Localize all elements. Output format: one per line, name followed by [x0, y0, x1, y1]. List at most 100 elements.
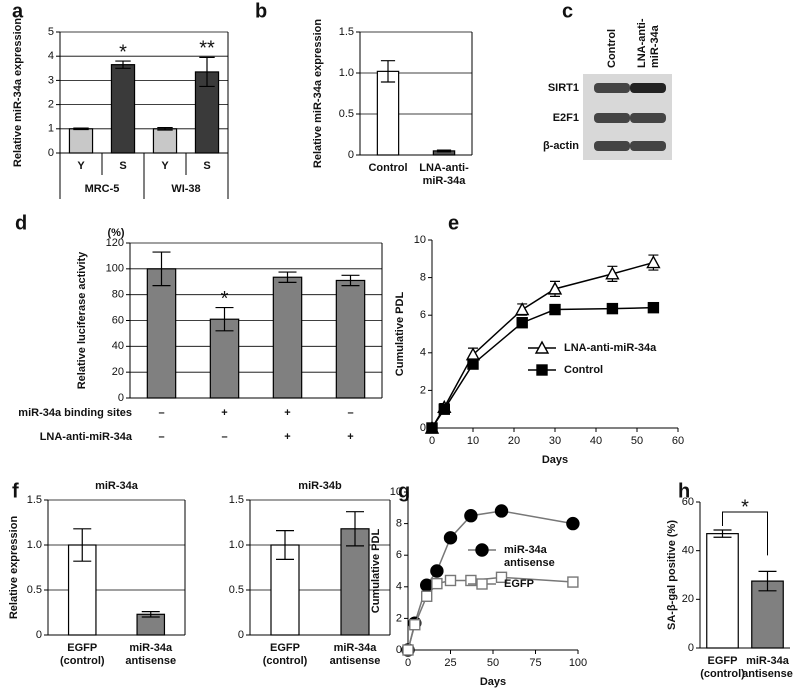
condition-mark: – — [347, 407, 353, 419]
x-tick-label: S — [119, 160, 126, 172]
y-tick-label: 2 — [48, 99, 54, 111]
chart-title: miR-34b — [298, 480, 342, 492]
text-line: (control) — [60, 655, 105, 667]
marker — [494, 504, 509, 518]
row-label: β-actin — [543, 140, 579, 152]
error-bar — [73, 127, 89, 131]
x-tick-label: 0 — [429, 435, 435, 447]
y-tick-label: 20 — [112, 366, 124, 378]
panel-letter: e — [448, 212, 459, 234]
y-unit: (%) — [107, 227, 124, 239]
text-line: miR-34a — [334, 642, 378, 654]
error-bar — [215, 306, 234, 332]
bar — [272, 276, 303, 399]
x-tick-label: Y — [161, 160, 169, 172]
marker — [566, 516, 580, 531]
y-tick-label: 10 — [390, 486, 402, 498]
text-line: miR-34a — [129, 642, 173, 654]
error-bar — [157, 126, 173, 131]
y-tick-label: 4 — [48, 50, 54, 62]
y-tick-label: 1.0 — [339, 67, 354, 79]
y-tick-label: 100 — [106, 263, 124, 275]
marker — [475, 543, 489, 557]
x-tick-label: miR-34a antisense — [742, 655, 793, 680]
panel-letter: h — [678, 480, 690, 502]
error-bar — [758, 570, 777, 592]
condition-mark: – — [158, 431, 164, 443]
x-tick-label: Control — [368, 162, 407, 174]
x-tick-label: 75 — [529, 657, 541, 669]
bar — [209, 318, 240, 399]
text-line: (control) — [263, 655, 308, 667]
lane-label: LNA-anti-miR-34a — [636, 18, 661, 68]
text-line: antisense — [504, 557, 555, 569]
y-tick-label: 60 — [112, 314, 124, 326]
error-bar — [115, 60, 131, 69]
y-tick-label: 40 — [682, 545, 694, 557]
band — [594, 141, 630, 151]
x-tick-label: 60 — [672, 435, 684, 447]
y-tick-label: 1.0 — [229, 539, 244, 551]
y-tick-label: 1.5 — [229, 494, 244, 506]
y-axis-label: Relative luciferase activity — [76, 251, 88, 389]
text-line: miR-34a — [649, 24, 661, 68]
band — [594, 83, 630, 93]
x-tick-label: 20 — [508, 435, 520, 447]
marker — [547, 281, 563, 295]
y-axis-label: Relative miR-34a expression — [12, 18, 24, 167]
marker — [438, 403, 450, 415]
error-bar — [346, 511, 364, 547]
y-tick-label: 20 — [682, 593, 694, 605]
y-tick-label: 8 — [420, 272, 426, 284]
condition-mark: – — [158, 407, 164, 419]
text-line: miR-34a — [746, 655, 790, 667]
y-tick-label: 5 — [48, 26, 54, 38]
y-tick-label: 0.5 — [27, 584, 42, 596]
marker — [534, 340, 550, 354]
x-tick-label: 30 — [549, 435, 561, 447]
panel-letter: d — [15, 212, 27, 234]
marker — [516, 317, 528, 329]
bar — [335, 279, 366, 399]
bar — [68, 128, 94, 154]
x-tick-label: miR-34a antisense — [330, 642, 381, 667]
text-line: (control) — [700, 668, 745, 680]
bar — [110, 64, 136, 154]
marker — [464, 509, 478, 523]
y-tick-label: 8 — [396, 518, 402, 530]
lane-label: Control — [606, 29, 618, 68]
y-tick-label: 0 — [36, 629, 42, 641]
error-bar — [436, 149, 452, 153]
legend-label: Control — [564, 364, 603, 376]
y-tick-label: 0 — [118, 392, 124, 404]
marker — [467, 358, 479, 370]
error-bar — [713, 529, 732, 538]
y-tick-label: 0 — [688, 642, 694, 654]
marker — [421, 590, 433, 602]
text-line: antisense — [742, 668, 793, 680]
y-tick-label: 40 — [112, 340, 124, 352]
text-line: miR-34a — [504, 544, 548, 556]
legend-label: LNA-anti-miR-34a — [564, 342, 657, 354]
text-line: miR-34a — [423, 175, 467, 187]
annotation: * — [221, 288, 229, 310]
y-tick-label: 4 — [396, 581, 402, 593]
y-tick-label: 2 — [420, 384, 426, 396]
group-label: MRC-5 — [85, 183, 120, 195]
y-tick-label: 2 — [396, 612, 402, 624]
text-line: antisense — [125, 655, 176, 667]
group-label: WI-38 — [171, 183, 200, 195]
x-tick-label: miR-34a antisense — [125, 642, 176, 667]
x-tick-label: 50 — [487, 657, 499, 669]
y-tick-label: 1.0 — [27, 539, 42, 551]
y-tick-label: 0 — [348, 149, 354, 161]
marker — [476, 578, 488, 590]
text-line: EGFP — [708, 655, 738, 667]
y-tick-label: 1 — [48, 123, 54, 135]
y-tick-label: 10 — [414, 234, 426, 246]
marker — [431, 577, 443, 590]
band — [630, 83, 666, 93]
x-tick-label: 10 — [467, 435, 479, 447]
condition-label: miR-34a binding sites — [18, 407, 132, 419]
